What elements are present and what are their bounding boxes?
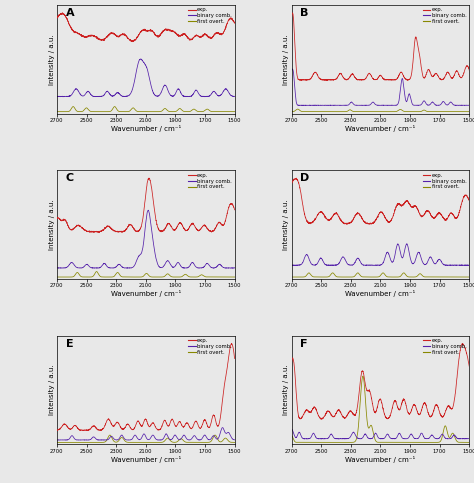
Text: E: E <box>66 339 73 349</box>
Legend: exp., binary comb., first overt.: exp., binary comb., first overt. <box>187 6 233 25</box>
Y-axis label: Intensity / a.u.: Intensity / a.u. <box>49 199 55 250</box>
Y-axis label: Intensity / a.u.: Intensity / a.u. <box>283 199 290 250</box>
X-axis label: Wavenumber / cm⁻¹: Wavenumber / cm⁻¹ <box>345 455 416 463</box>
Text: F: F <box>301 339 308 349</box>
Y-axis label: Intensity / a.u.: Intensity / a.u. <box>283 365 290 415</box>
Y-axis label: Intensity / a.u.: Intensity / a.u. <box>283 34 290 85</box>
X-axis label: Wavenumber / cm⁻¹: Wavenumber / cm⁻¹ <box>110 290 181 297</box>
Legend: exp., binary comb., first overt.: exp., binary comb., first overt. <box>422 6 468 25</box>
X-axis label: Wavenumber / cm⁻¹: Wavenumber / cm⁻¹ <box>345 125 416 132</box>
Legend: exp., binary comb., first overt.: exp., binary comb., first overt. <box>422 172 468 190</box>
Text: C: C <box>66 173 74 184</box>
Y-axis label: Intensity / a.u.: Intensity / a.u. <box>49 34 55 85</box>
Legend: exp., binary comb., first overt.: exp., binary comb., first overt. <box>187 337 233 356</box>
X-axis label: Wavenumber / cm⁻¹: Wavenumber / cm⁻¹ <box>110 455 181 463</box>
X-axis label: Wavenumber / cm⁻¹: Wavenumber / cm⁻¹ <box>110 125 181 132</box>
Legend: exp., binary comb., first overt.: exp., binary comb., first overt. <box>422 337 468 356</box>
Legend: exp., binary comb., first overt.: exp., binary comb., first overt. <box>187 172 233 190</box>
Y-axis label: Intensity / a.u.: Intensity / a.u. <box>49 365 55 415</box>
X-axis label: Wavenumber / cm⁻¹: Wavenumber / cm⁻¹ <box>345 290 416 297</box>
Text: A: A <box>66 8 74 18</box>
Text: B: B <box>301 8 309 18</box>
Text: D: D <box>301 173 310 184</box>
